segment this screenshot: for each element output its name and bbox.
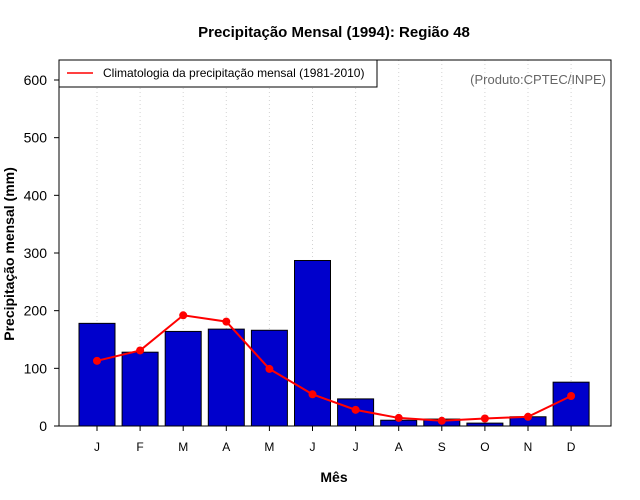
x-axis-label: Mês xyxy=(320,469,347,485)
climatology-point-2 xyxy=(136,346,145,355)
x-tick-label: O xyxy=(480,440,489,454)
climatology-point-8 xyxy=(394,413,403,422)
x-tick-label: A xyxy=(222,440,230,454)
x-tick-label: J xyxy=(353,440,359,454)
bar-m-5 xyxy=(250,329,288,427)
climatology-point-1 xyxy=(93,356,101,365)
climatology-point-11 xyxy=(524,412,532,421)
legend: Climatologia da precipitação mensal (198… xyxy=(58,59,378,88)
y-tick-label: 100 xyxy=(24,360,48,376)
line-series xyxy=(93,311,576,425)
y-axis: 0 100 200 300 400 500 600 xyxy=(24,72,59,434)
y-tick-label: 600 xyxy=(24,72,48,88)
legend-label: Climatologia da precipitação mensal (198… xyxy=(103,66,364,80)
y-tick-label: 300 xyxy=(24,245,48,261)
x-tick-label: J xyxy=(94,440,100,454)
bar-j-1 xyxy=(78,322,116,427)
climatology-line xyxy=(96,314,572,422)
x-tick-label: F xyxy=(136,440,143,454)
x-tick-label: A xyxy=(395,440,403,454)
y-axis-label: Precipitação mensal (mm) xyxy=(1,167,17,341)
chart-title: Precipitação Mensal (1994): Região 48 xyxy=(198,24,470,41)
climatology-point-3 xyxy=(179,311,188,320)
x-tick-label: M xyxy=(178,440,188,454)
x-tick-label: J xyxy=(310,440,316,454)
bar-d-12 xyxy=(552,381,590,427)
bar-series xyxy=(78,259,590,427)
bar-f-2 xyxy=(121,351,159,427)
x-tick-label: N xyxy=(524,440,533,454)
y-tick-label: 400 xyxy=(24,187,48,203)
climatology-point-12 xyxy=(567,392,576,401)
credit-annotation: (Produto:CPTEC/INPE) xyxy=(470,72,606,87)
climatology-point-10 xyxy=(480,414,489,423)
bar-j-6 xyxy=(294,259,331,427)
x-tick-label: S xyxy=(438,440,446,454)
climatology-point-5 xyxy=(265,364,274,373)
legend-box xyxy=(58,59,378,88)
climatology-point-9 xyxy=(437,416,446,425)
y-tick-label: 200 xyxy=(24,303,48,319)
bar-a-4 xyxy=(207,328,245,427)
x-tick-label: D xyxy=(567,440,576,454)
climatology-point-4 xyxy=(222,317,231,326)
bar-m-3 xyxy=(164,330,202,427)
x-tick-label: M xyxy=(264,440,274,454)
y-tick-label: 500 xyxy=(24,130,48,146)
climatology-point-6 xyxy=(308,390,317,399)
climatology-point-7 xyxy=(351,405,360,414)
y-tick-label: 0 xyxy=(39,418,47,434)
